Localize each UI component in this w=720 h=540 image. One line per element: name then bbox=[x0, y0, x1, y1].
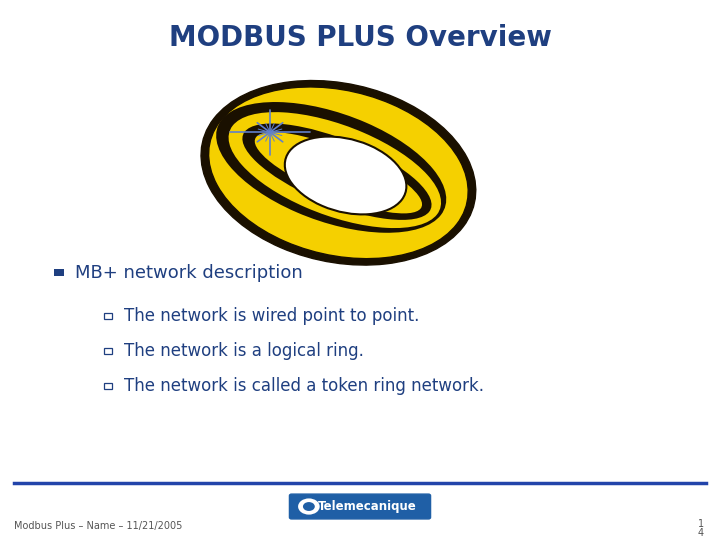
Bar bbox=[54, 269, 64, 276]
Text: The network is called a token ring network.: The network is called a token ring netwo… bbox=[124, 377, 484, 395]
Ellipse shape bbox=[201, 80, 476, 265]
Bar bbox=[104, 348, 112, 354]
Ellipse shape bbox=[228, 112, 441, 228]
Circle shape bbox=[298, 498, 320, 515]
Text: MODBUS PLUS Overview: MODBUS PLUS Overview bbox=[168, 24, 552, 52]
Ellipse shape bbox=[209, 87, 468, 259]
Ellipse shape bbox=[216, 102, 446, 233]
Text: Telemecanique: Telemecanique bbox=[318, 500, 417, 513]
Text: 4: 4 bbox=[698, 528, 704, 538]
Text: The network is wired point to point.: The network is wired point to point. bbox=[124, 307, 419, 325]
FancyBboxPatch shape bbox=[289, 494, 431, 519]
Bar bbox=[104, 313, 112, 319]
Text: 1: 1 bbox=[698, 519, 704, 529]
Text: MB+ network description: MB+ network description bbox=[75, 264, 302, 282]
Text: Modbus Plus – Name – 11/21/2005: Modbus Plus – Name – 11/21/2005 bbox=[14, 522, 183, 531]
Ellipse shape bbox=[255, 132, 422, 213]
Circle shape bbox=[303, 502, 315, 511]
Ellipse shape bbox=[243, 124, 431, 220]
Ellipse shape bbox=[285, 137, 406, 214]
Text: The network is a logical ring.: The network is a logical ring. bbox=[124, 342, 364, 360]
Bar bbox=[104, 383, 112, 389]
